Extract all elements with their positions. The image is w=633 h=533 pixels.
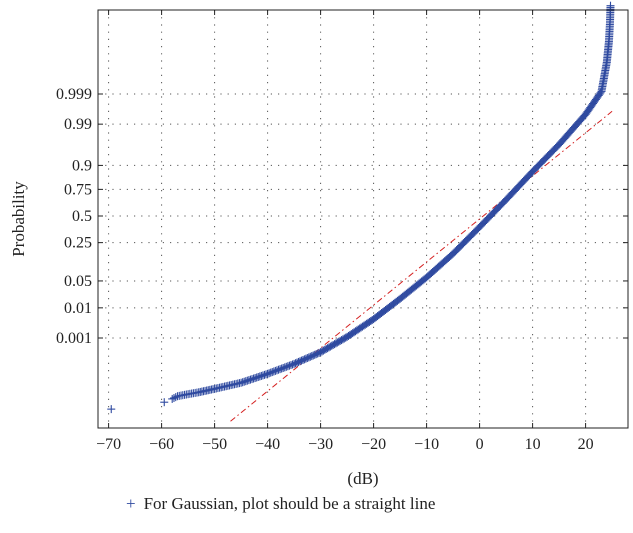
y-tick-label: 0.25 bbox=[64, 235, 92, 252]
data-point bbox=[107, 405, 116, 414]
data-point bbox=[160, 398, 169, 407]
y-tick-label: 0.999 bbox=[56, 86, 92, 103]
data-marker bbox=[169, 394, 178, 403]
data-marker bbox=[171, 393, 180, 402]
data-marker bbox=[182, 390, 191, 399]
plot-background bbox=[98, 10, 628, 428]
reference-line bbox=[230, 110, 613, 422]
y-tick-label: 0.75 bbox=[64, 181, 92, 198]
plot-frame bbox=[97, 9, 629, 429]
y-tick-label: 0.05 bbox=[64, 273, 92, 290]
x-tick-label: 0 bbox=[476, 436, 484, 453]
data-marker bbox=[340, 334, 349, 343]
data-marker bbox=[473, 225, 482, 234]
reference-line-layer bbox=[230, 110, 613, 422]
data-marker bbox=[192, 388, 201, 397]
data-marker bbox=[552, 142, 561, 151]
x-tick-label: −70 bbox=[96, 436, 121, 453]
y-axis-ticks: 0.999 0.99 0.9 0.75 0.5 0.25 0.05 0.01 0.001 bbox=[56, 86, 628, 347]
legend-label: For Gaussian, plot should be a straight … bbox=[143, 494, 436, 513]
x-tick-label: −10 bbox=[414, 436, 439, 453]
data-markers-layer bbox=[107, 1, 615, 414]
legend-plus-marker: + bbox=[126, 494, 136, 513]
x-tick-label: 10 bbox=[525, 436, 541, 453]
x-tick-label: −30 bbox=[308, 436, 333, 453]
x-tick-label: −40 bbox=[255, 436, 280, 453]
y-axis-label: Probability bbox=[9, 181, 28, 257]
y-tick-label: 0.99 bbox=[64, 116, 92, 133]
y-tick-label: 0.9 bbox=[72, 157, 92, 174]
data-marker bbox=[313, 349, 322, 358]
data-point bbox=[168, 394, 177, 403]
x-axis-label: (dB) bbox=[347, 469, 378, 488]
data-marker bbox=[526, 169, 535, 178]
x-axis-ticks: −70 −60 −50 −40 −30 −20 −10 0 10 20 bbox=[96, 10, 594, 453]
data-marker bbox=[209, 385, 218, 394]
x-tick-label: −60 bbox=[149, 436, 174, 453]
legend: + For Gaussian, plot should be a straight… bbox=[126, 494, 435, 514]
y-tick-label: 0.01 bbox=[64, 300, 92, 317]
y-tick-label: 0.5 bbox=[72, 208, 92, 225]
data-marker bbox=[595, 90, 604, 99]
y-tick-label: 0.001 bbox=[56, 330, 92, 347]
x-tick-label: −20 bbox=[361, 436, 386, 453]
data-marker bbox=[286, 361, 295, 370]
data-marker bbox=[499, 198, 508, 207]
data-marker bbox=[366, 316, 375, 325]
x-tick-label: −50 bbox=[202, 436, 227, 453]
x-tick-label: 20 bbox=[578, 436, 594, 453]
data-marker bbox=[446, 251, 455, 260]
